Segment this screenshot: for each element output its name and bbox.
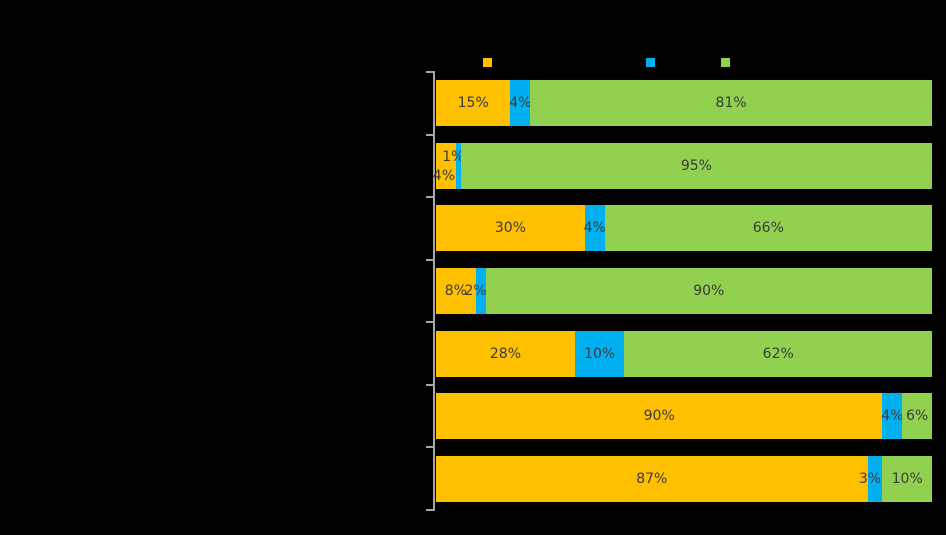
legend-swatch-1 bbox=[483, 58, 492, 67]
value-label: 4% bbox=[509, 95, 532, 111]
bar-segment bbox=[882, 456, 932, 502]
bar-segment bbox=[460, 143, 932, 189]
value-label: 1% bbox=[442, 149, 465, 165]
bar-segment bbox=[436, 80, 511, 126]
tick-mark bbox=[426, 196, 434, 198]
bar-segment bbox=[584, 205, 605, 251]
bar-segment bbox=[475, 268, 486, 314]
bar-segment bbox=[882, 393, 903, 439]
value-label: 66% bbox=[752, 220, 784, 236]
bar-segment bbox=[436, 205, 585, 251]
value-label: 81% bbox=[715, 95, 747, 111]
bar-segment bbox=[530, 80, 932, 126]
bar-segment bbox=[510, 80, 531, 126]
bar-segment bbox=[624, 331, 932, 377]
value-label: 4% bbox=[583, 220, 606, 236]
legend-swatch-2 bbox=[646, 58, 655, 67]
value-label: 6% bbox=[906, 408, 929, 424]
tick-mark bbox=[426, 509, 434, 511]
bar-segment bbox=[436, 268, 476, 314]
value-label: 8% bbox=[444, 283, 467, 299]
value-label: 15% bbox=[457, 95, 489, 111]
y-axis-line bbox=[433, 71, 435, 511]
bar-segment bbox=[902, 393, 932, 439]
bar-segment bbox=[867, 456, 883, 502]
value-label: 28% bbox=[489, 346, 521, 362]
bar-segment bbox=[436, 393, 883, 439]
tick-mark bbox=[426, 259, 434, 261]
bar-segment bbox=[485, 268, 932, 314]
value-label: 62% bbox=[762, 346, 794, 362]
tick-mark bbox=[426, 134, 434, 136]
tick-mark bbox=[426, 71, 434, 73]
legend-swatch-3 bbox=[721, 58, 730, 67]
value-label: 4% bbox=[881, 408, 904, 424]
value-label: 90% bbox=[643, 408, 675, 424]
tick-mark bbox=[426, 321, 434, 323]
value-label: 3% bbox=[858, 471, 882, 487]
bar-segment bbox=[455, 143, 461, 189]
tick-mark bbox=[426, 384, 434, 386]
bar-segment bbox=[436, 456, 868, 502]
bar-segment bbox=[604, 205, 932, 251]
value-label: 10% bbox=[891, 471, 923, 487]
value-label: 87% bbox=[636, 471, 668, 487]
value-label: 4% bbox=[432, 168, 456, 184]
value-label: 30% bbox=[494, 220, 526, 236]
value-label: 90% bbox=[693, 283, 725, 299]
value-label: 95% bbox=[680, 158, 712, 174]
bar-segment bbox=[436, 143, 456, 189]
bar-segment bbox=[436, 331, 575, 377]
bar-segment bbox=[574, 331, 625, 377]
value-label: 2% bbox=[464, 283, 487, 299]
tick-mark bbox=[426, 446, 434, 448]
value-label: 10% bbox=[584, 346, 616, 362]
